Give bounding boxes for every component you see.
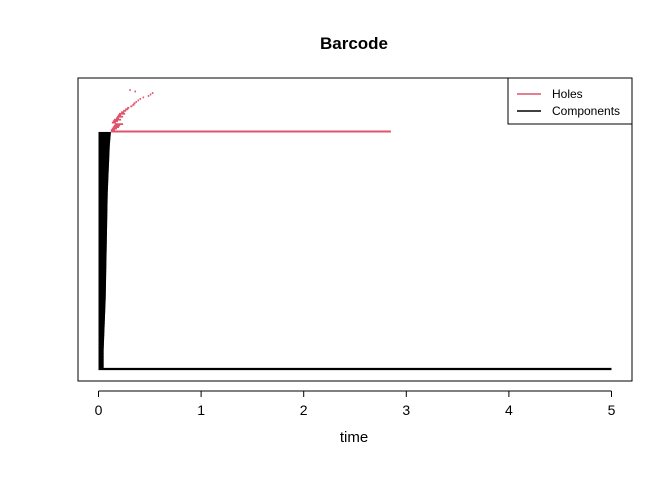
legend: Holes Components [507,77,633,125]
x-tick-label: 0 [95,402,103,418]
legend-label-holes: Holes [552,87,583,101]
legend-box [507,77,633,125]
plot-area [98,89,612,371]
legend-label-components: Components [552,104,620,118]
x-axis: 0 1 2 3 4 5 [95,390,616,418]
x-tick-label: 1 [197,402,205,418]
x-axis-label: time [340,429,368,446]
x-tick-label: 3 [402,402,410,418]
x-tick-label: 4 [505,402,513,418]
plot-frame [77,77,633,382]
chart-title: Barcode [320,34,388,53]
x-tick-label: 2 [300,402,308,418]
x-tick-label: 5 [608,402,616,418]
